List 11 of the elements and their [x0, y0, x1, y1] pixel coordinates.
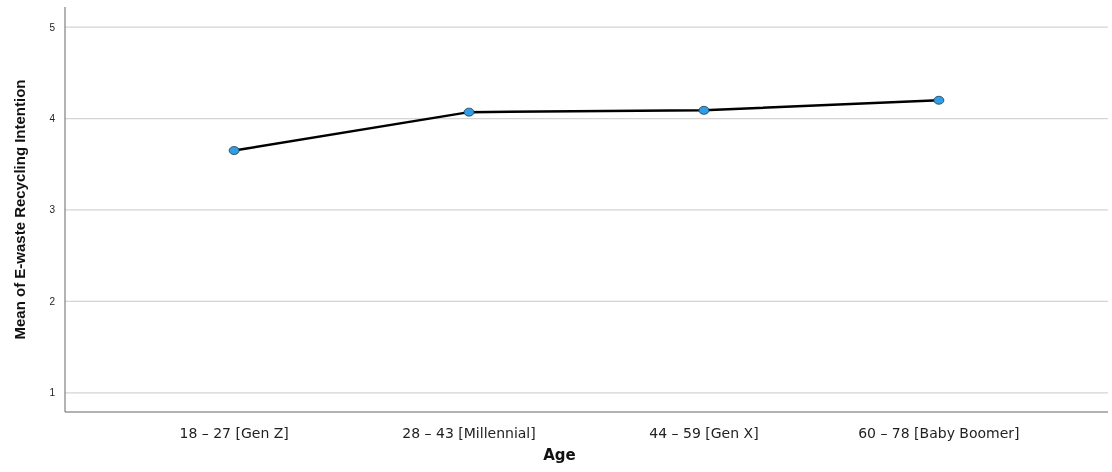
x-tick-label: 60 – 78 [Baby Boomer] — [858, 424, 1020, 441]
x-tick-label: 28 – 43 [Millennial] — [402, 424, 536, 441]
x-tick-label: 44 – 59 [Gen X] — [649, 424, 759, 441]
y-tick-label: 3 — [49, 204, 56, 216]
y-tick-label: 4 — [49, 113, 56, 125]
y-tick-label: 5 — [49, 21, 56, 33]
y-tick-label: 2 — [49, 295, 56, 307]
x-tick-label: 18 – 27 [Gen Z] — [179, 424, 289, 441]
x-axis-title: Age — [543, 446, 576, 464]
y-axis-title: Mean of E-waste Recycling Intention — [11, 79, 28, 340]
y-tick-label: 1 — [49, 387, 56, 399]
